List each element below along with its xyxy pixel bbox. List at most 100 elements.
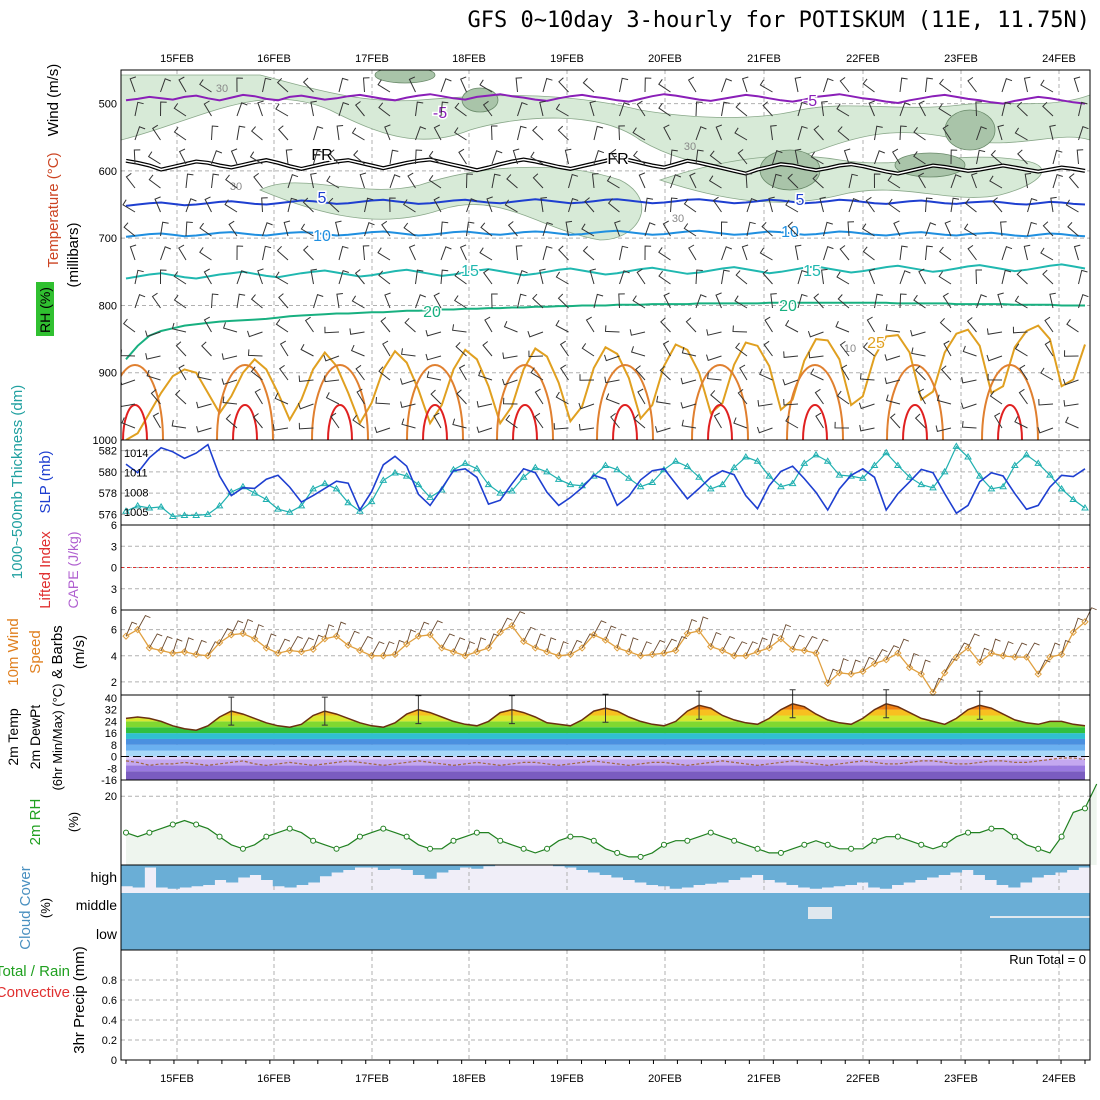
wind-barb (961, 421, 977, 429)
wind-speed-point (952, 653, 961, 661)
wind-barb (862, 342, 875, 357)
label-speed: Speed (27, 630, 44, 673)
wind-barb (797, 125, 808, 141)
wind-barb (440, 269, 449, 285)
wind-barb (507, 221, 518, 237)
wind-speed-point (192, 650, 200, 659)
wind-barb (918, 268, 926, 285)
wind-barb (914, 413, 926, 429)
y-tick-label-right: 1005 (124, 507, 148, 519)
wind-barb (173, 294, 187, 309)
cloud-bar-high (1078, 865, 1091, 868)
wind-barb (670, 174, 682, 189)
thickness-point (461, 459, 470, 466)
wind-barb (354, 101, 365, 117)
wind-barb (911, 347, 926, 357)
wind-barb (1078, 294, 1089, 309)
rh-point (824, 841, 831, 848)
wind-barb (836, 271, 850, 285)
temp-band (126, 765, 1085, 772)
wind-barb-10m (757, 637, 768, 652)
thickness-point (964, 453, 972, 460)
wind-speed-point (356, 646, 364, 655)
wind-barb-10m (803, 635, 818, 651)
temp-minmax-bar (789, 689, 796, 719)
rh-point (801, 841, 808, 848)
wind-barb (874, 150, 885, 165)
wind-barb (797, 269, 808, 285)
rh-point (1082, 805, 1088, 812)
label-2m-temp: 2m Temp (5, 708, 21, 766)
y-tick-label: 20 (105, 791, 117, 803)
wind-barb-10m (944, 658, 958, 673)
wind-barb-10m (1026, 642, 1040, 658)
wind-speed-point (133, 625, 142, 634)
wind-barb (618, 125, 625, 141)
wind-barb (741, 76, 749, 93)
thickness-point (730, 463, 739, 471)
cloud-bar-high (389, 865, 402, 869)
wind-barb (942, 124, 952, 141)
wind-barb (1066, 319, 1079, 333)
cloud-bar-high (926, 865, 939, 878)
wind-barb (515, 245, 523, 261)
wind-barb-10m (593, 620, 607, 636)
wind-barb (899, 102, 911, 117)
wind-barb (178, 148, 187, 165)
wind-barb (1063, 350, 1079, 357)
wind-barb (532, 293, 544, 309)
wind-barb (313, 293, 324, 309)
wind-barb (737, 149, 748, 165)
wind-barb (222, 396, 238, 405)
wind-speed-point (426, 631, 434, 639)
wind-barb (961, 376, 977, 384)
wind-barb-10m (1049, 642, 1061, 658)
wind-barb (145, 330, 161, 338)
wind-speed-point (765, 644, 773, 652)
wind-barb (452, 418, 467, 429)
wind-barb-10m (254, 624, 264, 639)
thickness-point (753, 457, 762, 464)
wind-speed-point (169, 649, 177, 657)
wind-barb (1018, 388, 1028, 405)
wind-barb (1023, 76, 1031, 93)
wind-barb (814, 388, 824, 405)
wind-barb-10m (429, 620, 443, 636)
wind-speed-point (274, 649, 282, 657)
wind-barb (618, 293, 625, 309)
wind-barb (787, 173, 799, 189)
wind-barb (899, 270, 911, 285)
y-tick-label: 900 (99, 368, 117, 380)
thickness-point (402, 472, 411, 479)
wind-barb (938, 78, 952, 93)
wind-barb (178, 244, 187, 261)
wind-barb (302, 77, 314, 93)
wind-speed-point (660, 649, 668, 657)
run-total: Run Total = 0 (1009, 952, 1086, 967)
wind-speed-point (286, 646, 294, 655)
wind-speed-point (648, 650, 656, 659)
wind-barb (721, 78, 732, 93)
cloud-bar-high (482, 865, 496, 867)
wind-barb (1044, 316, 1054, 333)
wind-barb (873, 173, 881, 189)
wind-barb-10m (651, 639, 666, 655)
wind-barb (637, 388, 646, 405)
wind-speed-point (1034, 670, 1042, 678)
wind-speed-point (917, 670, 925, 678)
cloud-bar-high (202, 865, 215, 885)
wind-barb (482, 268, 493, 285)
wind-barb (582, 78, 595, 93)
thickness-point (566, 480, 575, 488)
wind-barb (715, 292, 722, 309)
wind-barb (211, 293, 219, 309)
wind-barb (384, 292, 391, 309)
wind-barb (458, 364, 467, 381)
thickness-point (157, 502, 165, 510)
wind-barb (994, 412, 1003, 429)
wind-barb (913, 294, 926, 309)
wind-barb (252, 413, 263, 429)
thickness-point (765, 472, 774, 479)
wind-barb (466, 173, 473, 189)
rh-point (1011, 833, 1018, 840)
